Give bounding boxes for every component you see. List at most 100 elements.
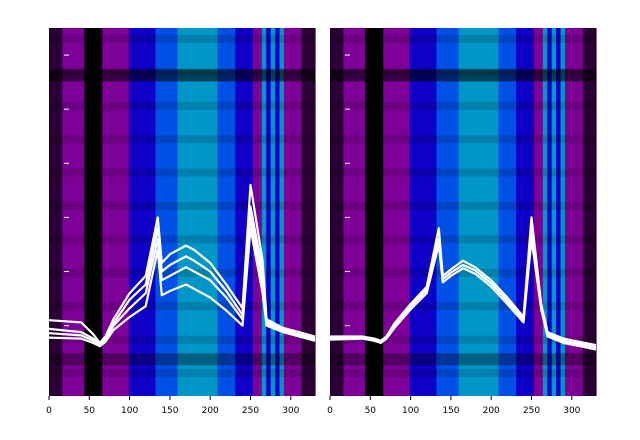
heatmap-row-band bbox=[49, 302, 315, 311]
x-tick-label: 0 bbox=[46, 406, 52, 416]
heatmap-cell bbox=[111, 28, 117, 396]
x-tick-label: 100 bbox=[402, 406, 419, 416]
heatmap-cell bbox=[310, 28, 316, 396]
heatmap-cell bbox=[275, 28, 281, 396]
heatmap-cell bbox=[119, 28, 125, 396]
heatmap-cell bbox=[306, 28, 312, 396]
heatmap-cell bbox=[146, 28, 152, 396]
panel-x: 0 50 100 150 200 250 300 bbox=[46, 28, 316, 416]
heatmap-cell bbox=[177, 28, 183, 396]
heatmap-cell bbox=[62, 28, 68, 396]
heatmap-cell bbox=[213, 28, 219, 396]
heatmap-cell bbox=[431, 28, 437, 396]
heatmap-cell bbox=[511, 28, 517, 396]
heatmap-cell bbox=[418, 28, 424, 396]
heatmap-off-band bbox=[330, 69, 596, 82]
heatmap-cell bbox=[582, 28, 588, 396]
heatmap-cell bbox=[569, 28, 575, 396]
heatmap-row-band bbox=[49, 101, 315, 110]
heatmap-cell bbox=[301, 28, 307, 396]
heatmap-cell bbox=[199, 28, 205, 396]
heatmap-cell bbox=[520, 28, 526, 396]
heatmap-cell bbox=[463, 28, 469, 396]
heatmap-cell bbox=[292, 28, 298, 396]
heatmap-off-band bbox=[330, 353, 596, 366]
heatmap-cell bbox=[378, 28, 384, 396]
heatmap-cell bbox=[182, 28, 188, 396]
heatmap-cell bbox=[102, 28, 108, 396]
heatmap-cell bbox=[239, 28, 245, 396]
heatmap-cell bbox=[560, 28, 566, 396]
heatmap-cell bbox=[396, 28, 402, 396]
heatmap-cell bbox=[587, 28, 593, 396]
heatmap-cell bbox=[383, 28, 389, 396]
heatmap-cell bbox=[564, 28, 570, 396]
heatmap-cell bbox=[436, 28, 442, 396]
heatmap-cell bbox=[533, 28, 539, 396]
heatmap-cell bbox=[591, 28, 597, 396]
x-tick-label: 200 bbox=[202, 406, 219, 416]
heatmap-cell bbox=[551, 28, 557, 396]
heatmap-cell bbox=[257, 28, 263, 396]
heatmap-row-band bbox=[330, 135, 596, 144]
heatmap-cell bbox=[338, 28, 344, 396]
heatmap-row-band bbox=[49, 135, 315, 144]
heatmap-cell bbox=[369, 28, 375, 396]
heatmap-cell bbox=[235, 28, 241, 396]
heatmap-cell bbox=[97, 28, 103, 396]
heatmap-cell bbox=[529, 28, 535, 396]
heatmap-cell bbox=[204, 28, 210, 396]
heatmap-cell bbox=[471, 28, 477, 396]
heatmap-cell bbox=[71, 28, 77, 396]
heatmap-cell bbox=[208, 28, 214, 396]
heatmap-cell bbox=[480, 28, 486, 396]
heatmap-cell bbox=[374, 28, 380, 396]
heatmap-cell bbox=[186, 28, 192, 396]
heatmap-cell bbox=[516, 28, 522, 396]
heatmap-cell bbox=[159, 28, 165, 396]
heatmap-cell bbox=[330, 28, 336, 396]
x-tick-label: 50 bbox=[365, 406, 377, 416]
heatmap-cell bbox=[542, 28, 548, 396]
heatmap-cell bbox=[494, 28, 500, 396]
series-line bbox=[329, 238, 597, 351]
heatmap-cell bbox=[343, 28, 349, 396]
heatmap-cell bbox=[578, 28, 584, 396]
heatmap-cell bbox=[556, 28, 562, 396]
heatmap-cell bbox=[75, 28, 81, 396]
heatmap-cell bbox=[361, 28, 367, 396]
heatmap-row-band bbox=[330, 202, 596, 210]
heatmap-cell bbox=[538, 28, 544, 396]
heatmap-cell bbox=[226, 28, 232, 396]
heatmap-cell bbox=[573, 28, 579, 396]
heatmap-cell bbox=[387, 28, 393, 396]
heatmap-cell bbox=[128, 28, 134, 396]
x-tick-label: 200 bbox=[483, 406, 500, 416]
heatmap-cell bbox=[392, 28, 398, 396]
heatmap-row-band bbox=[330, 101, 596, 110]
heatmap-row-band bbox=[330, 235, 596, 244]
heatmap-cell bbox=[137, 28, 143, 396]
heatmap-row-band bbox=[330, 335, 596, 344]
heatmap-cell bbox=[489, 28, 495, 396]
heatmap-row-band bbox=[330, 302, 596, 311]
heatmap-cell bbox=[288, 28, 294, 396]
heatmap-cell bbox=[458, 28, 464, 396]
series-line bbox=[48, 227, 316, 348]
heatmap-cell bbox=[498, 28, 504, 396]
heatmap-cell bbox=[155, 28, 161, 396]
heatmap-row-band bbox=[49, 268, 315, 277]
heatmap-off-band bbox=[49, 69, 315, 82]
x-tick-label: 300 bbox=[282, 406, 299, 416]
heatmap-cell bbox=[423, 28, 429, 396]
heatmap-cell bbox=[115, 28, 121, 396]
heatmap-cell bbox=[217, 28, 223, 396]
heatmap-cell bbox=[66, 28, 72, 396]
x-tick-label: 250 bbox=[523, 406, 540, 416]
heatmap-cell bbox=[230, 28, 236, 396]
heatmap-cell bbox=[261, 28, 267, 396]
heatmap-cell bbox=[57, 28, 63, 396]
heatmap-cell bbox=[547, 28, 553, 396]
heatmap-cell bbox=[409, 28, 415, 396]
